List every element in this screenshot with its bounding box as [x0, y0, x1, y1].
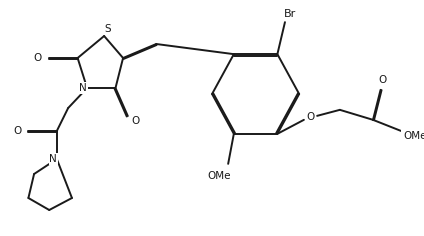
Text: O: O [131, 116, 139, 126]
Text: O: O [378, 75, 387, 85]
Text: OMe: OMe [207, 171, 230, 181]
Text: Br: Br [284, 9, 296, 19]
Text: N: N [79, 83, 87, 93]
Text: O: O [34, 53, 42, 63]
Text: O: O [307, 112, 315, 122]
Text: S: S [105, 24, 111, 34]
Text: OMe: OMe [403, 131, 424, 141]
Text: N: N [49, 154, 57, 164]
Text: O: O [13, 126, 21, 136]
